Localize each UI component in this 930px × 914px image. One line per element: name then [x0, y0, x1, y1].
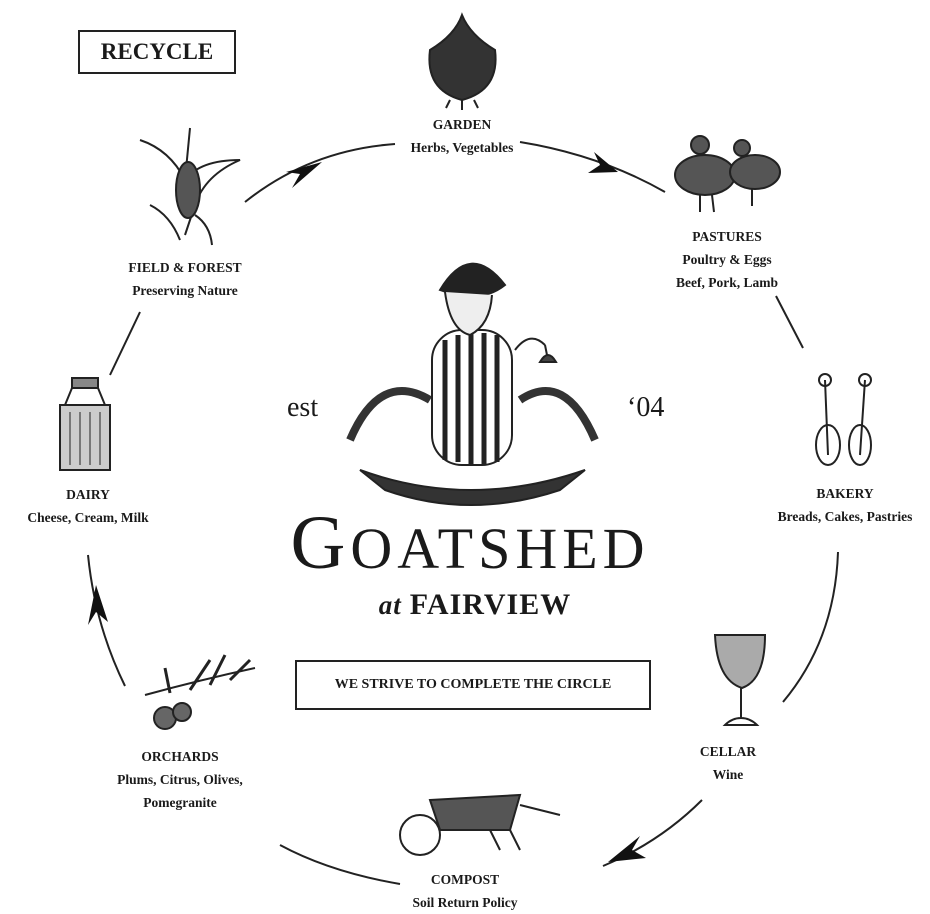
at-label: at	[379, 590, 402, 620]
brand-name: GOATSHED	[290, 500, 649, 587]
node-title: COMPOST	[413, 868, 518, 891]
badge: RECYCLE	[78, 30, 236, 74]
arc	[776, 296, 803, 348]
node-detail: Cheese, Cream, Milk	[27, 506, 148, 529]
node-title: FIELD & FOREST	[128, 256, 241, 279]
arc	[280, 845, 400, 884]
node-detail: Wine	[700, 763, 756, 786]
node-detail: Poultry & Eggs	[676, 248, 778, 271]
node-title: ORCHARDS	[117, 745, 243, 768]
onion-icon	[429, 15, 495, 110]
brand-subtitle: at FAIRVIEW	[379, 588, 571, 622]
arc	[110, 312, 140, 375]
node-detail: Beef, Pork, Lamb	[676, 271, 778, 294]
node-detail: Breads, Cakes, Pastries	[778, 505, 913, 528]
arrowhead	[608, 836, 646, 862]
node-detail: Soil Return Policy	[413, 891, 518, 914]
whisks-icon	[816, 374, 871, 465]
bird-icon	[140, 128, 240, 245]
node-title: GARDEN	[411, 113, 514, 136]
node-detail: Plums, Citrus, Olives,	[117, 768, 243, 791]
node-title: PASTURES	[676, 225, 778, 248]
chickens-icon	[675, 136, 780, 212]
goat-emblem	[350, 264, 595, 505]
page: RECYCLE est ‘04 GOATSHED at FAIRVIEW WE S…	[0, 0, 930, 914]
est-label: est	[287, 392, 318, 424]
milk-can-icon	[60, 378, 110, 470]
wheelbarrow-icon	[400, 795, 560, 855]
node-detail: Preserving Nature	[128, 279, 241, 302]
arc	[245, 144, 395, 202]
node-detail: Herbs, Vegetables	[411, 136, 514, 159]
place-label: FAIRVIEW	[410, 588, 571, 621]
goblet-icon	[715, 635, 765, 725]
motto: WE STRIVE TO COMPLETE THE CIRCLE	[295, 660, 651, 710]
year-label: ‘04	[627, 392, 664, 424]
branch-icon	[145, 655, 255, 729]
arc	[783, 552, 838, 702]
node-title: CELLAR	[700, 740, 756, 763]
arrowhead	[88, 585, 108, 625]
node-detail: Pomegranite	[117, 791, 243, 814]
node-title: DAIRY	[27, 483, 148, 506]
node-title: BAKERY	[778, 482, 913, 505]
arc	[520, 142, 665, 192]
arrowhead	[588, 152, 618, 173]
